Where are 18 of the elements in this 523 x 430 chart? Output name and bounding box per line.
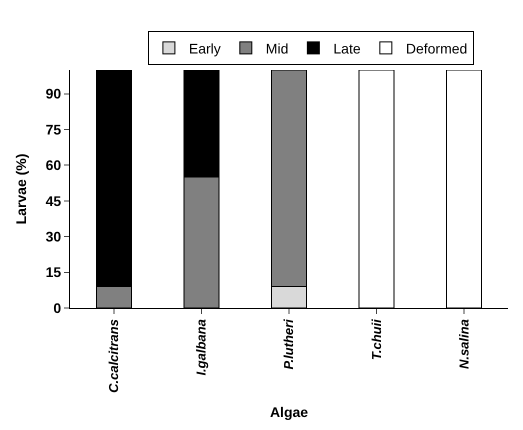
x-tick-label: I.galbana bbox=[194, 319, 209, 376]
x-axis-title: Algae bbox=[270, 404, 308, 420]
legend-label: Early bbox=[188, 40, 221, 56]
y-tick-label: 15 bbox=[46, 264, 62, 280]
x-tick-label: T.chuii bbox=[368, 318, 384, 360]
legend-label: Deformed bbox=[406, 40, 468, 56]
x-tick-label: C.calcitrans bbox=[106, 319, 122, 393]
legend-label: Mid bbox=[266, 40, 288, 56]
legend-label: Late bbox=[333, 40, 361, 56]
y-tick-label: 75 bbox=[46, 121, 62, 138]
y-tick-label: 90 bbox=[46, 86, 62, 102]
y-tick-label: 60 bbox=[46, 157, 62, 174]
x-tick-label: N.salina bbox=[456, 319, 472, 370]
x-tick-label: P.lutheri bbox=[281, 318, 296, 370]
y-tick-label: 45 bbox=[46, 192, 62, 209]
y-tick-label: 0 bbox=[53, 300, 62, 316]
y-tick-label: 30 bbox=[46, 228, 62, 244]
y-axis-title: Larvae (%) bbox=[13, 154, 30, 224]
